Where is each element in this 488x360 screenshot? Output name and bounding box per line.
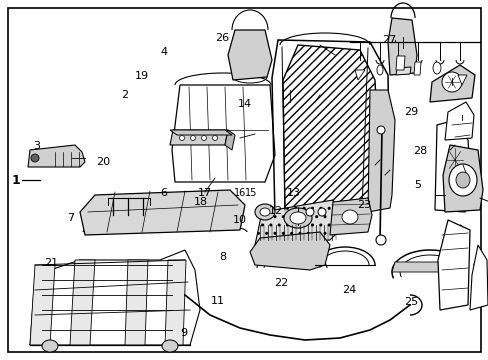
Polygon shape	[227, 30, 271, 80]
Ellipse shape	[432, 62, 440, 74]
Text: 15: 15	[244, 188, 257, 198]
Ellipse shape	[201, 135, 206, 140]
Polygon shape	[442, 145, 482, 212]
Polygon shape	[457, 75, 466, 85]
Text: 3: 3	[33, 141, 40, 151]
Ellipse shape	[260, 208, 269, 216]
Ellipse shape	[376, 126, 384, 134]
Polygon shape	[70, 260, 95, 345]
Text: 10: 10	[232, 215, 246, 225]
Text: 29: 29	[403, 107, 417, 117]
Text: 24: 24	[342, 285, 356, 295]
Text: 16: 16	[233, 188, 245, 198]
Ellipse shape	[448, 164, 476, 196]
Text: 2: 2	[121, 90, 128, 100]
Polygon shape	[164, 260, 185, 345]
Polygon shape	[170, 130, 227, 145]
Text: 11: 11	[210, 296, 224, 306]
Polygon shape	[354, 70, 364, 80]
Ellipse shape	[455, 172, 469, 188]
Polygon shape	[249, 232, 329, 270]
Text: 9: 9	[180, 328, 186, 338]
Polygon shape	[254, 200, 339, 245]
Ellipse shape	[305, 208, 313, 216]
Text: 27: 27	[381, 35, 395, 45]
Polygon shape	[429, 65, 474, 102]
Polygon shape	[444, 102, 473, 140]
Text: 4: 4	[160, 47, 167, 57]
Polygon shape	[30, 265, 55, 345]
Polygon shape	[172, 85, 274, 182]
Text: 6: 6	[160, 188, 167, 198]
Text: 18: 18	[193, 197, 207, 207]
Polygon shape	[437, 220, 469, 310]
Text: 8: 8	[219, 252, 225, 262]
Polygon shape	[395, 67, 410, 75]
Polygon shape	[391, 262, 467, 272]
Polygon shape	[469, 245, 487, 310]
Ellipse shape	[42, 340, 58, 352]
Text: 1: 1	[11, 174, 20, 186]
Ellipse shape	[179, 135, 184, 140]
Ellipse shape	[376, 65, 382, 75]
Ellipse shape	[317, 208, 325, 216]
Ellipse shape	[190, 135, 195, 140]
Text: 22: 22	[273, 278, 288, 288]
Polygon shape	[367, 90, 394, 212]
Text: 26: 26	[215, 33, 229, 43]
Ellipse shape	[31, 154, 39, 162]
Ellipse shape	[212, 135, 217, 140]
Text: 28: 28	[412, 146, 427, 156]
Ellipse shape	[341, 210, 357, 224]
Polygon shape	[170, 130, 231, 135]
Polygon shape	[329, 198, 371, 235]
Text: 7: 7	[67, 213, 74, 223]
Text: 14: 14	[237, 99, 251, 109]
Text: 23: 23	[357, 200, 370, 210]
Ellipse shape	[254, 204, 274, 220]
Ellipse shape	[375, 235, 385, 245]
Polygon shape	[387, 18, 416, 75]
Text: 5: 5	[414, 180, 421, 190]
Text: 19: 19	[135, 71, 148, 81]
Text: 12: 12	[269, 206, 283, 216]
Ellipse shape	[284, 208, 311, 228]
Text: 21: 21	[44, 258, 58, 268]
Polygon shape	[395, 56, 404, 70]
Polygon shape	[30, 250, 200, 345]
Polygon shape	[434, 120, 471, 212]
Text: 20: 20	[96, 157, 109, 167]
Polygon shape	[125, 260, 148, 345]
Text: 17: 17	[198, 188, 212, 198]
Text: 25: 25	[403, 297, 417, 307]
Polygon shape	[80, 190, 244, 235]
Polygon shape	[28, 145, 85, 167]
Text: 13: 13	[286, 188, 300, 198]
Ellipse shape	[162, 340, 178, 352]
Polygon shape	[283, 45, 379, 215]
Ellipse shape	[289, 212, 305, 224]
Polygon shape	[413, 62, 420, 75]
Ellipse shape	[441, 72, 461, 92]
Polygon shape	[224, 130, 235, 150]
